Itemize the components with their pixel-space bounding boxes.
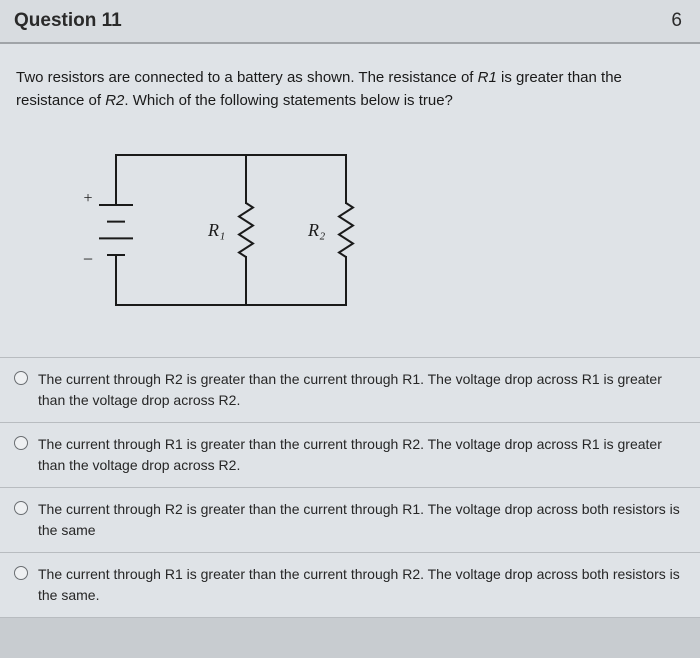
radio-icon: [14, 566, 28, 580]
question-body: Two resistors are connected to a battery…: [0, 44, 700, 357]
option-4[interactable]: The current through R1 is greater than t…: [0, 552, 700, 618]
option-text: The current through R1 is greater than t…: [38, 434, 686, 476]
qtext-r2: R2: [105, 92, 124, 109]
options-list: The current through R2 is greater than t…: [0, 357, 700, 618]
radio-icon: [14, 436, 28, 450]
option-text: The current through R2 is greater than t…: [38, 499, 686, 541]
option-text: The current through R1 is greater than t…: [38, 564, 686, 606]
qtext-part1: Two resistors are connected to a battery…: [16, 69, 478, 86]
circuit-diagram: + − R₁ R₂: [16, 113, 684, 347]
option-2[interactable]: The current through R1 is greater than t…: [0, 422, 700, 487]
option-3[interactable]: The current through R2 is greater than t…: [0, 487, 700, 552]
svg-text:R₂: R₂: [307, 220, 325, 240]
radio-icon: [14, 501, 28, 515]
question-text: Two resistors are connected to a battery…: [16, 66, 684, 113]
question-points: 6: [671, 10, 686, 32]
option-text: The current through R2 is greater than t…: [38, 369, 686, 411]
svg-text:R₁: R₁: [207, 220, 225, 240]
question-title: Question 11: [14, 10, 122, 32]
svg-text:+: +: [83, 190, 92, 207]
qtext-part3: . Which of the following statements belo…: [124, 92, 453, 109]
radio-icon: [14, 371, 28, 385]
svg-text:−: −: [83, 249, 93, 269]
option-1[interactable]: The current through R2 is greater than t…: [0, 357, 700, 422]
question-header: Question 11 6: [0, 0, 700, 44]
circuit-svg: + − R₁ R₂: [76, 135, 376, 325]
qtext-r1: R1: [478, 69, 497, 86]
